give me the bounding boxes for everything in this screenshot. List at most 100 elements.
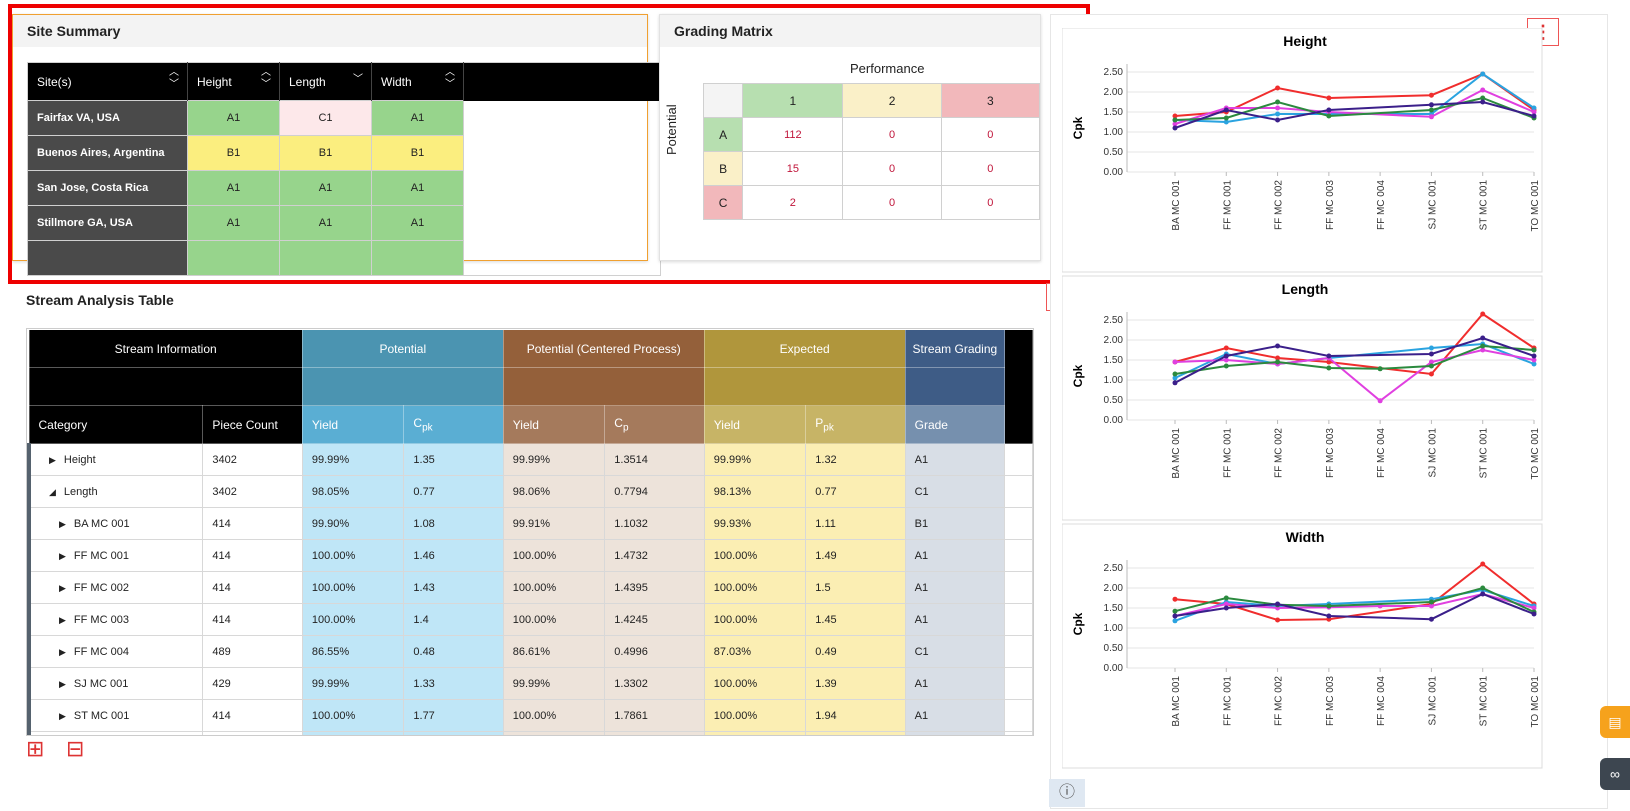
matrix-cell[interactable]: 0	[842, 117, 942, 152]
expand-toggle-icon[interactable]: ▶	[59, 710, 66, 721]
matrix-cell[interactable]: 112	[742, 117, 844, 152]
category-cell[interactable]: ◢ Length	[27, 475, 204, 508]
exp-ppk-cell: 1.5	[805, 571, 906, 604]
cen-yield-cell: 99.91%	[502, 507, 606, 540]
matrix-cell[interactable]: 15	[742, 151, 844, 186]
y-tick-label: 1.50	[1104, 603, 1124, 614]
matrix-cell[interactable]: 0	[842, 185, 942, 220]
matrix-cell[interactable]: 0	[940, 151, 1041, 186]
charts-svg: Height Cpk 0.00 0.50 1.00 1.50 2.00 2.50 BA MC 0…	[1062, 28, 1543, 769]
col-exp-ppk[interactable]: Ppk	[805, 405, 906, 444]
category-label: FF MC 001	[73, 549, 129, 562]
stream-table-scroll[interactable]: Stream Information Potential Potential (…	[26, 328, 1034, 736]
col-grade[interactable]: Grade	[904, 405, 1006, 444]
data-point	[1480, 99, 1486, 105]
collapse-all-icon[interactable]: ⊟	[66, 736, 85, 761]
data-point	[1275, 355, 1281, 361]
grade-cell: A1	[904, 699, 1006, 732]
data-point	[1531, 611, 1537, 617]
grade-cell: C1	[904, 635, 1006, 668]
sort-icon[interactable]: ︿ ﹀	[261, 67, 271, 90]
spacer-cell	[1004, 635, 1033, 668]
sort-icon[interactable]: ︿ ﹀	[169, 67, 179, 90]
stream-row[interactable]: ▶ BA MC 001 414 99.90% 1.08 99.91% 1.1032 99.93…	[27, 507, 1033, 540]
sort-desc-icon[interactable]: ﹀	[353, 74, 363, 85]
category-cell[interactable]: ▶ SJ MC 001	[27, 667, 204, 700]
y-tick-label: 1.00	[1104, 375, 1124, 386]
grade-cell: A1	[371, 170, 464, 206]
matrix-cell[interactable]: 0	[940, 117, 1041, 152]
site-row[interactable]: Fairfax VA, USA A1 C1 A1	[27, 100, 661, 136]
pot-cpk-cell: 1.43	[403, 571, 504, 604]
category-cell[interactable]: ▶ FF MC 004	[27, 635, 204, 668]
data-point	[1531, 353, 1537, 359]
col-category[interactable]: Category	[28, 405, 204, 444]
expand-toggle-icon[interactable]: ▶	[59, 518, 66, 529]
stream-row[interactable]: ▶ ST MC 001 414 100.00% 1.77 100.00% 1.7861 100…	[27, 699, 1033, 732]
sort-icon[interactable]: ︿ ﹀	[445, 67, 455, 90]
perf-col-1: 1	[742, 83, 844, 118]
category-cell[interactable]: ▶ BA MC 001	[27, 507, 204, 540]
category-cell[interactable]: ▶ FF MC 002	[27, 571, 204, 604]
series-line	[1174, 592, 1535, 617]
cen-cp-cell: 1.7861	[604, 699, 705, 732]
col-piece-count[interactable]: Piece Count	[202, 405, 303, 444]
col-exp-yield[interactable]: Yield	[703, 405, 807, 444]
col-cen-yield[interactable]: Yield	[502, 405, 606, 444]
stream-row[interactable]: ▶ FF MC 001 414 100.00% 1.46 100.00% 1.4732 100…	[27, 539, 1033, 572]
cen-yield-cell: 100.00%	[502, 603, 606, 636]
col-cen-cp[interactable]: Cp	[604, 405, 705, 444]
category-cell[interactable]: ▶ FF MC 003	[27, 603, 204, 636]
y-tick-label: 0.00	[1104, 415, 1124, 426]
stream-row[interactable]: ▶ FF MC 002 414 100.00% 1.43 100.00% 1.4395 100…	[27, 571, 1033, 604]
data-point	[1428, 616, 1434, 622]
cen-cp-cell: 0.7794	[604, 475, 705, 508]
matrix-cell[interactable]: 0	[940, 185, 1041, 220]
expand-all-icon[interactable]: ⊞	[26, 736, 45, 761]
category-cell[interactable]: ▶ Height	[27, 443, 204, 476]
site-row[interactable]: Buenos Aires, Argentina B1 B1 B1	[27, 135, 661, 171]
col-height[interactable]: Height ︿ ﹀	[187, 62, 280, 101]
exp-yield-cell: 100.00%	[703, 699, 807, 732]
category-cell[interactable]: ▶ ST MC 001	[27, 699, 204, 732]
stream-row[interactable]: ▶ FF MC 004 489 86.55% 0.48 86.61% 0.4996 87.03…	[27, 635, 1033, 668]
info-icon[interactable]: ⓘ	[1049, 779, 1085, 807]
expand-toggle-icon[interactable]: ▶	[59, 614, 66, 625]
expand-toggle-icon[interactable]: ▶	[59, 550, 66, 561]
col-length[interactable]: Length ﹀	[279, 62, 372, 101]
expand-toggle-icon[interactable]: ▶	[59, 582, 66, 593]
col-sites[interactable]: Site(s) ︿ ﹀	[27, 62, 188, 101]
link-icon[interactable]: ∞	[1600, 758, 1630, 790]
site-row[interactable]: Stillmore GA, USA A1 A1 A1	[27, 205, 661, 241]
exp-ppk-cell: 1.45	[805, 603, 906, 636]
stream-row[interactable]: ▶ Height 3402 99.99% 1.35 99.99% 1.3514 99.99% 1…	[27, 443, 1033, 476]
data-point	[1480, 585, 1486, 591]
site-row[interactable]: San Jose, Costa Rica A1 A1 A1	[27, 170, 661, 206]
grade-cell: C1	[279, 100, 372, 136]
stream-row[interactable]: ▶ FF MC 003 414 100.00% 1.4 100.00% 1.4245 100.…	[27, 603, 1033, 636]
group-grading: Stream Grading	[904, 329, 1006, 368]
y-tick-label: 2.00	[1104, 583, 1124, 594]
chat-icon[interactable]: ▤	[1600, 706, 1630, 738]
expand-toggle-icon[interactable]: ▶	[59, 646, 66, 657]
spacer-cell	[464, 241, 661, 276]
data-point	[1428, 371, 1434, 377]
col-width[interactable]: Width ︿ ﹀	[371, 62, 464, 101]
col-pot-cpk[interactable]: Cpk	[403, 405, 504, 444]
expand-toggle-icon[interactable]: ◢	[49, 486, 56, 497]
matrix-cell[interactable]: 2	[742, 185, 844, 220]
expand-toggle-icon[interactable]: ▶	[59, 678, 66, 689]
spacer-cell	[464, 206, 661, 241]
stream-row[interactable]: ◢ Length 3402 98.05% 0.77 98.06% 0.7794 98.13% 0…	[27, 475, 1033, 508]
piece-count-cell: 414	[202, 507, 303, 540]
chart-frame	[1062, 523, 1543, 769]
pot-yield-cell: 98.05%	[301, 475, 405, 508]
stream-row[interactable]: ▶ SJ MC 001 429 99.99% 1.33 99.99% 1.3302 100.0…	[27, 667, 1033, 700]
expand-toggle-icon[interactable]: ▶	[49, 454, 56, 465]
col-pot-yield[interactable]: Yield	[301, 405, 405, 444]
exp-yield-cell: 98.13%	[703, 475, 807, 508]
matrix-cell[interactable]: 0	[842, 151, 942, 186]
category-cell[interactable]: ▶ FF MC 001	[27, 539, 204, 572]
pot-yield-cell	[301, 731, 405, 735]
pot-yield-cell: 100.00%	[301, 539, 405, 572]
